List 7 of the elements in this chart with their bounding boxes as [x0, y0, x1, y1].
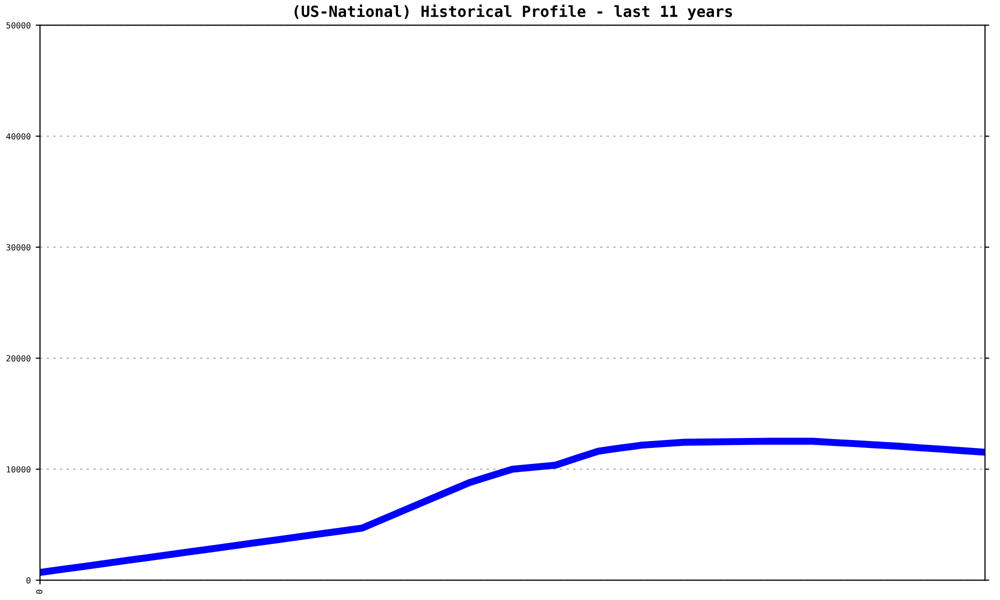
- y-tick-label: 30000: [6, 244, 30, 251]
- y-tick-label: 50000: [6, 22, 30, 29]
- chart-title: (US-National) Historical Profile - last 11 years: [294, 4, 732, 20]
- y-tick-label: 0: [26, 577, 30, 584]
- y-tick-label: 20000: [6, 355, 30, 362]
- y-tick-label: 40000: [6, 133, 30, 140]
- y-tick-label: 10000: [6, 466, 30, 473]
